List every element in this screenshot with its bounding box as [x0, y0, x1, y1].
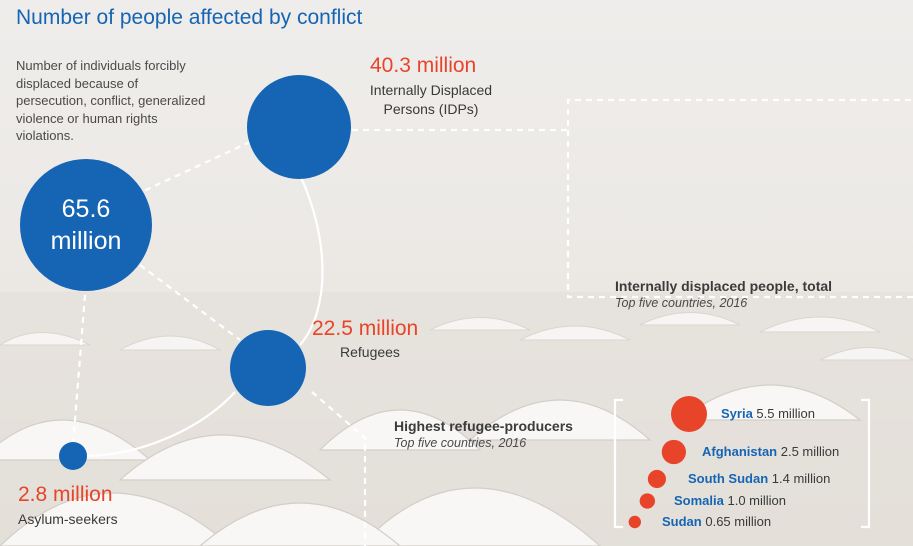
idp-section-title: Internally displaced people, total — [615, 278, 833, 294]
asylum-bubble — [59, 442, 87, 470]
asylum-label: Asylum-seekers — [18, 511, 118, 527]
total-value: 65.6 million — [20, 193, 152, 257]
idps-label-line1: Internally Displaced — [369, 82, 493, 98]
connector-idps-panel — [352, 98, 913, 132]
idps-label: Internally Displaced Persons (IDPs) — [346, 81, 516, 119]
country-name: Sudan — [662, 514, 702, 529]
country-name: Syria — [721, 406, 753, 421]
refugees-label: Refugees — [340, 344, 400, 360]
country-bubble-sudan — [628, 515, 642, 529]
idps-value: 40.3 million — [370, 54, 477, 77]
country-name: South Sudan — [688, 471, 769, 486]
refugees-bubble — [230, 330, 306, 406]
country-bubble-somalia — [639, 493, 656, 509]
country-value: 0.65 million — [701, 514, 772, 529]
arc-idps-refugees — [299, 174, 324, 346]
bracket-right — [861, 398, 871, 529]
country-label-syria: Syria 5.5 million — [721, 406, 815, 421]
description-text: Number of individuals forcibly displaced… — [16, 58, 206, 143]
idps-bubble — [247, 75, 351, 179]
total-value-line2: million — [50, 227, 122, 255]
country-bubble-afghanistan — [661, 439, 687, 465]
country-name: Somalia — [674, 493, 724, 508]
page-title: Number of people affected by conflict — [16, 6, 363, 29]
refugees-value: 22.5 million — [312, 317, 419, 340]
country-label-south-sudan: South Sudan 1.4 million — [688, 471, 830, 486]
idp-section-subtitle: Top five countries, 2016 — [615, 296, 748, 310]
country-bubble-south-sudan — [647, 469, 666, 489]
connector-total-refugees — [139, 264, 241, 341]
connector-refugees-panel — [311, 391, 367, 546]
country-value: 1.4 million — [768, 471, 831, 486]
refugee-section-title: Highest refugee-producers — [394, 418, 573, 434]
arc-refugees-asylum — [86, 391, 236, 458]
country-value: 5.5 million — [752, 406, 815, 421]
refugee-section-subtitle: Top five countries, 2016 — [394, 436, 527, 450]
country-bubble-syria — [671, 396, 707, 432]
total-value-line1: 65.6 — [61, 195, 111, 223]
connector-total-asylum — [71, 294, 87, 446]
idps-label-line2: Persons (IDPs) — [383, 101, 479, 117]
country-value: 2.5 million — [777, 444, 840, 459]
bracket-left — [613, 398, 623, 529]
country-name: Afghanistan — [702, 444, 778, 459]
asylum-value: 2.8 million — [18, 483, 113, 506]
total-bubble — [20, 159, 152, 291]
country-label-afghanistan: Afghanistan 2.5 million — [702, 444, 839, 459]
country-value: 1.0 million — [723, 493, 786, 508]
country-label-sudan: Sudan 0.65 million — [662, 514, 771, 529]
connector-idps-panel-bottom — [566, 130, 913, 299]
country-bubbles — [628, 396, 707, 529]
country-label-somalia: Somalia 1.0 million — [674, 493, 786, 508]
